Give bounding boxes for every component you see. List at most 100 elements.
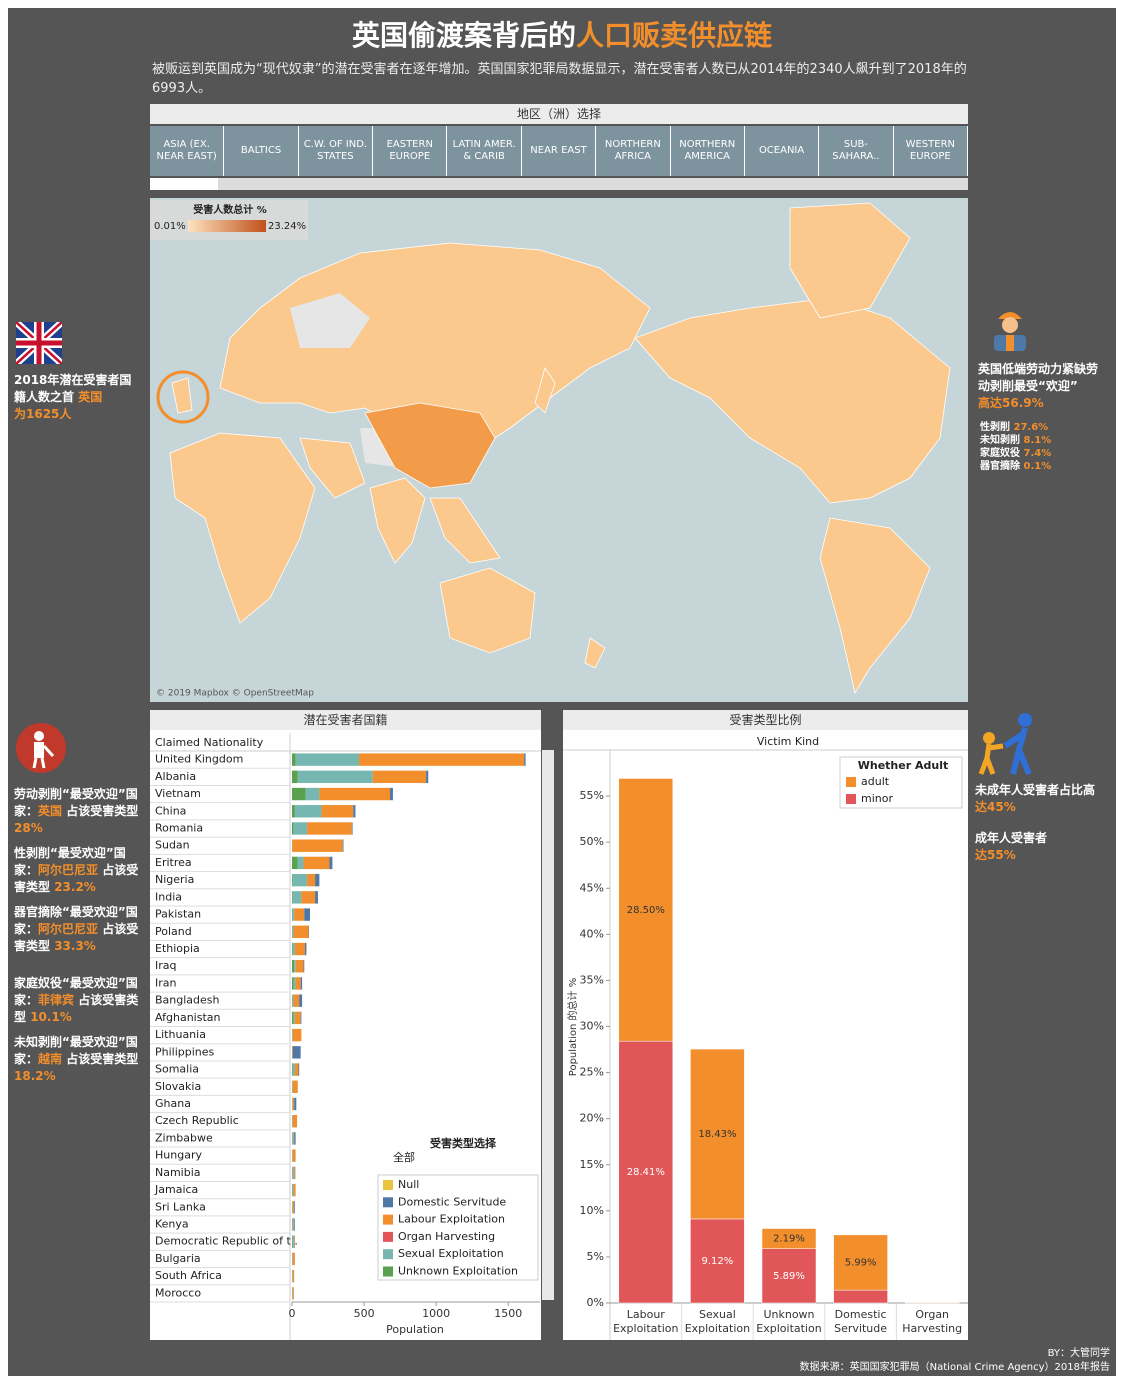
arabia: [299, 437, 366, 499]
minor-note: 未成年人受害者占比高 达45%: [975, 782, 1115, 816]
bar-segment: [761, 1248, 817, 1304]
region-button[interactable]: ASIA (EX. NEAR EAST): [150, 126, 225, 176]
title: 英国偷渡案背后的人口贩卖供应链: [0, 14, 1124, 54]
region-button[interactable]: SUB-SAHARA..: [819, 126, 894, 176]
note-highlight: 英国: [78, 390, 103, 404]
y-tick-label: China: [155, 804, 186, 817]
region-label: OCEANIA: [758, 145, 805, 156]
bar-segment: [292, 1149, 293, 1162]
bar-segment: [304, 942, 307, 956]
note-highlight: 高达56.9%: [978, 396, 1044, 410]
y-axis-title: Population 的总计 %: [566, 978, 579, 1076]
region-button[interactable]: NORTHERN AMERICA: [670, 126, 745, 176]
label-line: Labour: [627, 1308, 666, 1321]
y-tick-label: Hungary: [155, 1149, 202, 1162]
region-button[interactable]: EASTERN EUROPE: [373, 126, 448, 176]
region-button[interactable]: C.W. OF IND. STATES: [298, 126, 374, 176]
bar-segment: [524, 753, 526, 766]
bar-segment: [292, 977, 294, 990]
y-tick-label: Eritrea: [155, 856, 192, 869]
y-tick-label: 45%: [580, 881, 604, 894]
bar-segment: [292, 1218, 294, 1231]
bar-segment: [292, 1132, 294, 1145]
filter-value: 全部: [393, 1150, 415, 1164]
bar-segment: [292, 1252, 295, 1266]
bar-segment: [292, 1269, 293, 1283]
y-tick-label: Nigeria: [155, 873, 194, 886]
bar-segment: [293, 1011, 295, 1025]
y-tick-label: 0%: [587, 1296, 604, 1309]
y-tick-label: 15%: [580, 1158, 604, 1171]
x-tick-label: 500: [354, 1307, 375, 1320]
legend-label: Null: [398, 1178, 419, 1191]
bar-segment: [294, 1218, 295, 1231]
share-row: 器官摘除 0.1%: [980, 460, 1051, 473]
bar-segment: [292, 1252, 293, 1266]
region-button[interactable]: WESTERN EUROPE: [893, 126, 968, 176]
note-block: 未知剥削“最受欢迎”国家：越南 占该受害类型 18.2%: [14, 1034, 142, 1085]
region-button[interactable]: NORTHERN AFRICA: [596, 126, 671, 176]
subtitle: 被贩运到英国成为“现代奴隶”的潜在受害者在逐年增加。英国国家犯罪局数据显示，潜在…: [152, 62, 967, 96]
title-highlight: 人口贩卖供应链: [576, 19, 773, 52]
region-button[interactable]: BALTICS: [224, 126, 299, 176]
x-tick-label: Labour Exploitation: [613, 1308, 678, 1335]
share-value: 0.1%: [1023, 461, 1052, 472]
legend-swatch: [383, 1231, 393, 1242]
bar-segment: [292, 822, 294, 835]
uk: [171, 377, 193, 414]
bar-segment: [353, 805, 356, 818]
y-tick-label: Bangladesh: [155, 994, 220, 1007]
legend-swatch: [383, 1197, 393, 1208]
bar-segment: [303, 856, 330, 870]
bar-segment: [293, 822, 308, 835]
bar-segment: [315, 873, 320, 887]
bar-segment: [294, 942, 305, 956]
y-tick-label: Romania: [155, 821, 203, 834]
note-block: 器官摘除“最受欢迎”国家：阿尔巴尼亚 占该受害类型 33.3%: [14, 904, 142, 955]
bar-segment: [321, 805, 354, 818]
bar-segment: [293, 1166, 295, 1180]
bar-segment: [293, 977, 296, 990]
bar-segment: [292, 1235, 294, 1248]
bar-segment: [292, 942, 293, 956]
share-row: 家庭奴役 7.4%: [980, 447, 1051, 460]
share-label: 未知剥削: [980, 435, 1020, 446]
uk-flag-icon: [16, 322, 62, 364]
y-tick-label: Poland: [155, 925, 192, 938]
region-label: ASIA (EX. NEAR EAST): [156, 139, 217, 162]
bar-segment: [292, 1166, 294, 1180]
label-line: Domestic: [835, 1308, 887, 1321]
bar-segment: [293, 1132, 295, 1145]
y-tick-label: Bulgaria: [155, 1252, 201, 1265]
region-button[interactable]: NEAR EAST: [521, 126, 597, 176]
note-highlight: 33.3%: [54, 939, 96, 953]
data-label: 18.43%: [698, 1129, 736, 1140]
legend-swatch: [846, 794, 856, 804]
label-line: Servitude: [834, 1322, 887, 1335]
bar-segment: [315, 891, 318, 904]
y-tick-label: Sudan: [155, 839, 190, 852]
legend-label: Organ Harvesting: [398, 1230, 495, 1243]
region-button[interactable]: OCEANIA: [744, 126, 820, 176]
india: [369, 477, 426, 564]
bar-segment: [293, 925, 309, 938]
japan: [534, 367, 556, 414]
legend-title: 受害人数总计 %: [193, 203, 267, 216]
bar-segment: [319, 787, 391, 801]
bar-segment: [295, 977, 301, 990]
x-axis-title: Population: [386, 1323, 444, 1336]
y-tick-label: 35%: [580, 973, 604, 986]
note-highlight: 菲律宾: [38, 993, 75, 1007]
filter-title: 地区（洲）选择: [150, 104, 968, 124]
bar-segment: [292, 891, 293, 904]
labour-note: 英国低端劳动力紧缺劳动剥削最受“欢迎” 高达56.9%: [978, 361, 1106, 412]
bar-segment: [294, 1063, 299, 1076]
y-tick-label: Philippines: [155, 1045, 215, 1058]
region-button[interactable]: LATIN AMER. & CARIB: [447, 126, 522, 176]
bar-segment: [292, 1080, 293, 1093]
bar-segment: [299, 994, 303, 1007]
bar-segment: [293, 994, 300, 1007]
bar-segment: [292, 805, 295, 818]
y-tick-label: Somalia: [155, 1063, 199, 1076]
bar-segment: [300, 1011, 302, 1025]
